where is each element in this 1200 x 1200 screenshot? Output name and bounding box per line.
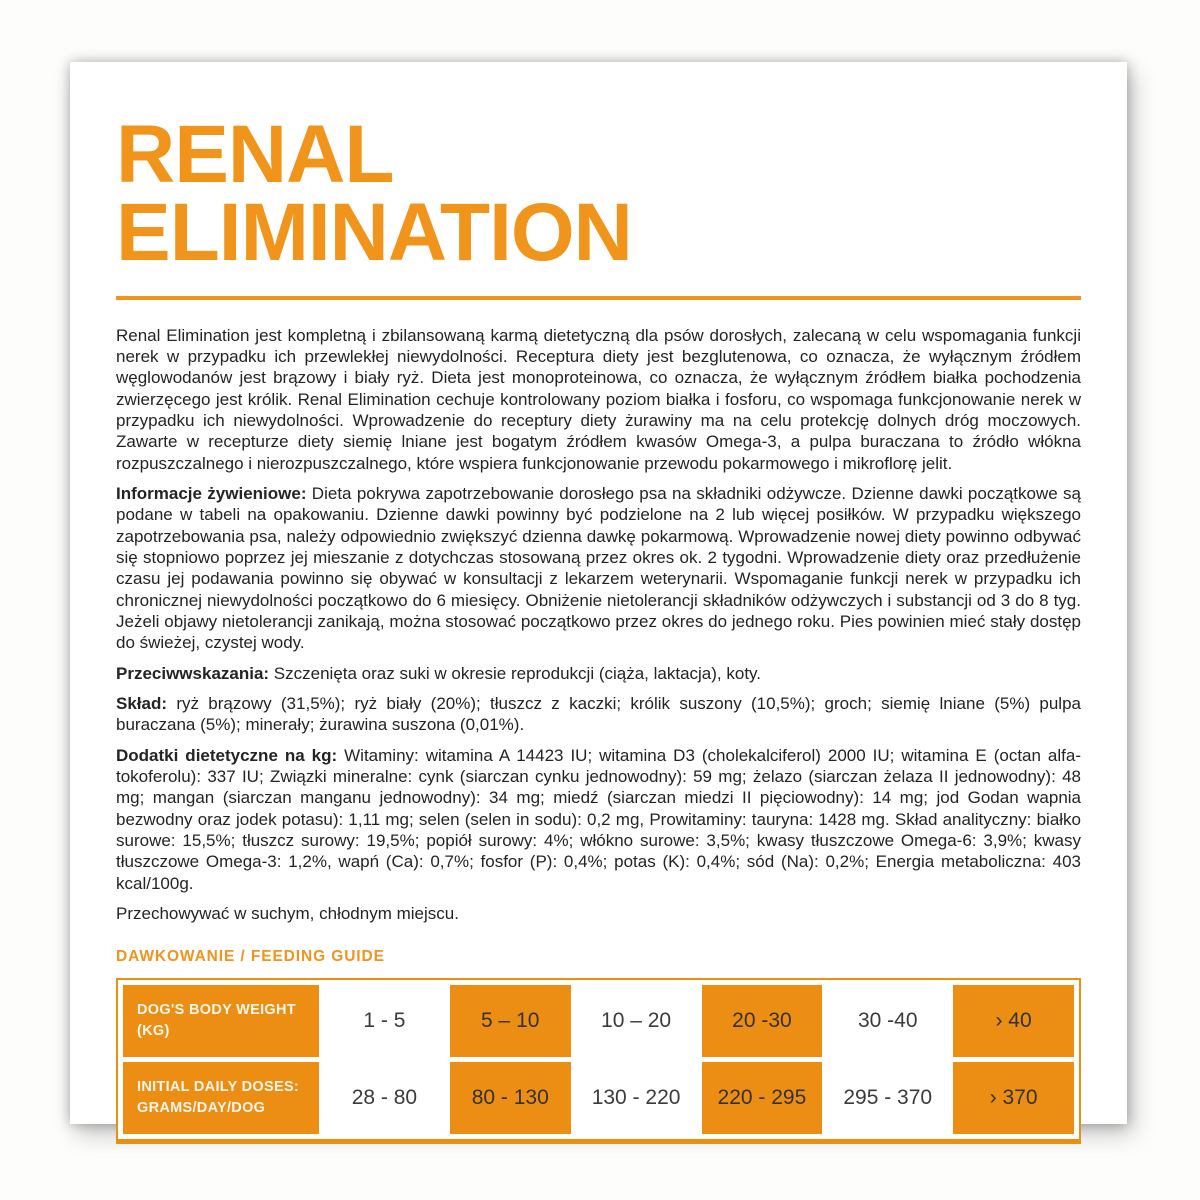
- table-cell-weight-6: › 40: [953, 985, 1074, 1058]
- page-title-line2: ELIMINATION: [116, 186, 633, 278]
- paragraph-nutrition-info-text: Dieta pokrywa zapotrzebowanie dorosłego …: [116, 484, 1081, 653]
- page-title: RENAL ELIMINATION: [116, 109, 1081, 278]
- table-cell-weight-5: 30 -40: [827, 985, 949, 1058]
- paragraph-storage-text: Przechowywać w suchym, chłodnym miejscu.: [116, 903, 459, 923]
- table-row-header-body-weight: DOG'S BODY WEIGHT (KG): [123, 985, 319, 1058]
- table-cell-dose-6: › 370: [953, 1062, 1074, 1135]
- table-cell-weight-2: 5 – 10: [449, 985, 571, 1058]
- paragraph-additives: Dodatki dietetyczne na kg: Witaminy: wit…: [116, 745, 1081, 894]
- table-cell-dose-1: 28 - 80: [324, 1062, 445, 1135]
- label-body-text: Renal Elimination jest kompletną i zbila…: [116, 325, 1081, 925]
- title-divider: [116, 295, 1081, 300]
- table-cell-dose-2: 80 - 130: [449, 1062, 571, 1135]
- table-row-header-daily-doses-line2: GRAMS/DAY/DOG: [137, 1100, 266, 1117]
- paragraph-composition-text: ryż brązowy (31,5%); ryż biały (20%); tł…: [116, 694, 1081, 735]
- table-row-header-body-weight-line1: DOG'S BODY WEIGHT: [137, 1002, 296, 1019]
- table-row-header-body-weight-line2: (KG): [137, 1023, 170, 1040]
- paragraph-intro-text: Renal Elimination jest kompletną i zbila…: [116, 325, 1081, 473]
- paragraph-composition: Skład: ryż brązowy (31,5%); ryż biały (2…: [116, 693, 1081, 736]
- paragraph-additives-text: Witaminy: witamina A 14423 IU; witamina …: [116, 745, 1082, 893]
- paragraph-contraindications: Przeciwwskazania: Szczenięta oraz suki w…: [116, 663, 1081, 684]
- table-cell-dose-3: 130 - 220: [575, 1062, 697, 1135]
- table-cell-weight-3: 10 – 20: [575, 985, 697, 1058]
- table-cell-dose-4: 220 - 295: [701, 1062, 823, 1135]
- paragraph-contraindications-text: Szczenięta oraz suki w okresie reprodukc…: [269, 663, 762, 683]
- feeding-guide-table: DOG'S BODY WEIGHT (KG) 1 - 5 5 – 10 10 –…: [116, 978, 1081, 1145]
- table-row-header-daily-doses-line1: INITIAL DAILY DOSES:: [137, 1079, 300, 1096]
- paragraph-composition-label: Skład:: [116, 694, 168, 714]
- feeding-guide-heading: DAWKOWANIE / FEEDING GUIDE: [116, 948, 385, 966]
- table-cell-weight-1: 1 - 5: [324, 985, 445, 1058]
- table-cell-dose-5: 295 - 370: [827, 1062, 949, 1135]
- paragraph-additives-label: Dodatki dietetyczne na kg:: [116, 745, 338, 765]
- paragraph-storage: Przechowywać w suchym, chłodnym miejscu.: [116, 903, 1081, 924]
- table-row-header-daily-doses: INITIAL DAILY DOSES: GRAMS/DAY/DOG: [123, 1062, 319, 1135]
- paragraph-nutrition-info: Informacje żywieniowe: Dieta pokrywa zap…: [116, 483, 1081, 654]
- paragraph-intro: Renal Elimination jest kompletną i zbila…: [116, 325, 1081, 474]
- table-cell-weight-4: 20 -30: [701, 985, 823, 1058]
- label-page: RENAL ELIMINATION Renal Elimination jest…: [70, 62, 1127, 1145]
- page-title-line1: RENAL: [116, 109, 394, 200]
- paragraph-nutrition-info-label: Informacje żywieniowe:: [116, 484, 307, 504]
- paragraph-contraindications-label: Przeciwwskazania:: [116, 663, 270, 683]
